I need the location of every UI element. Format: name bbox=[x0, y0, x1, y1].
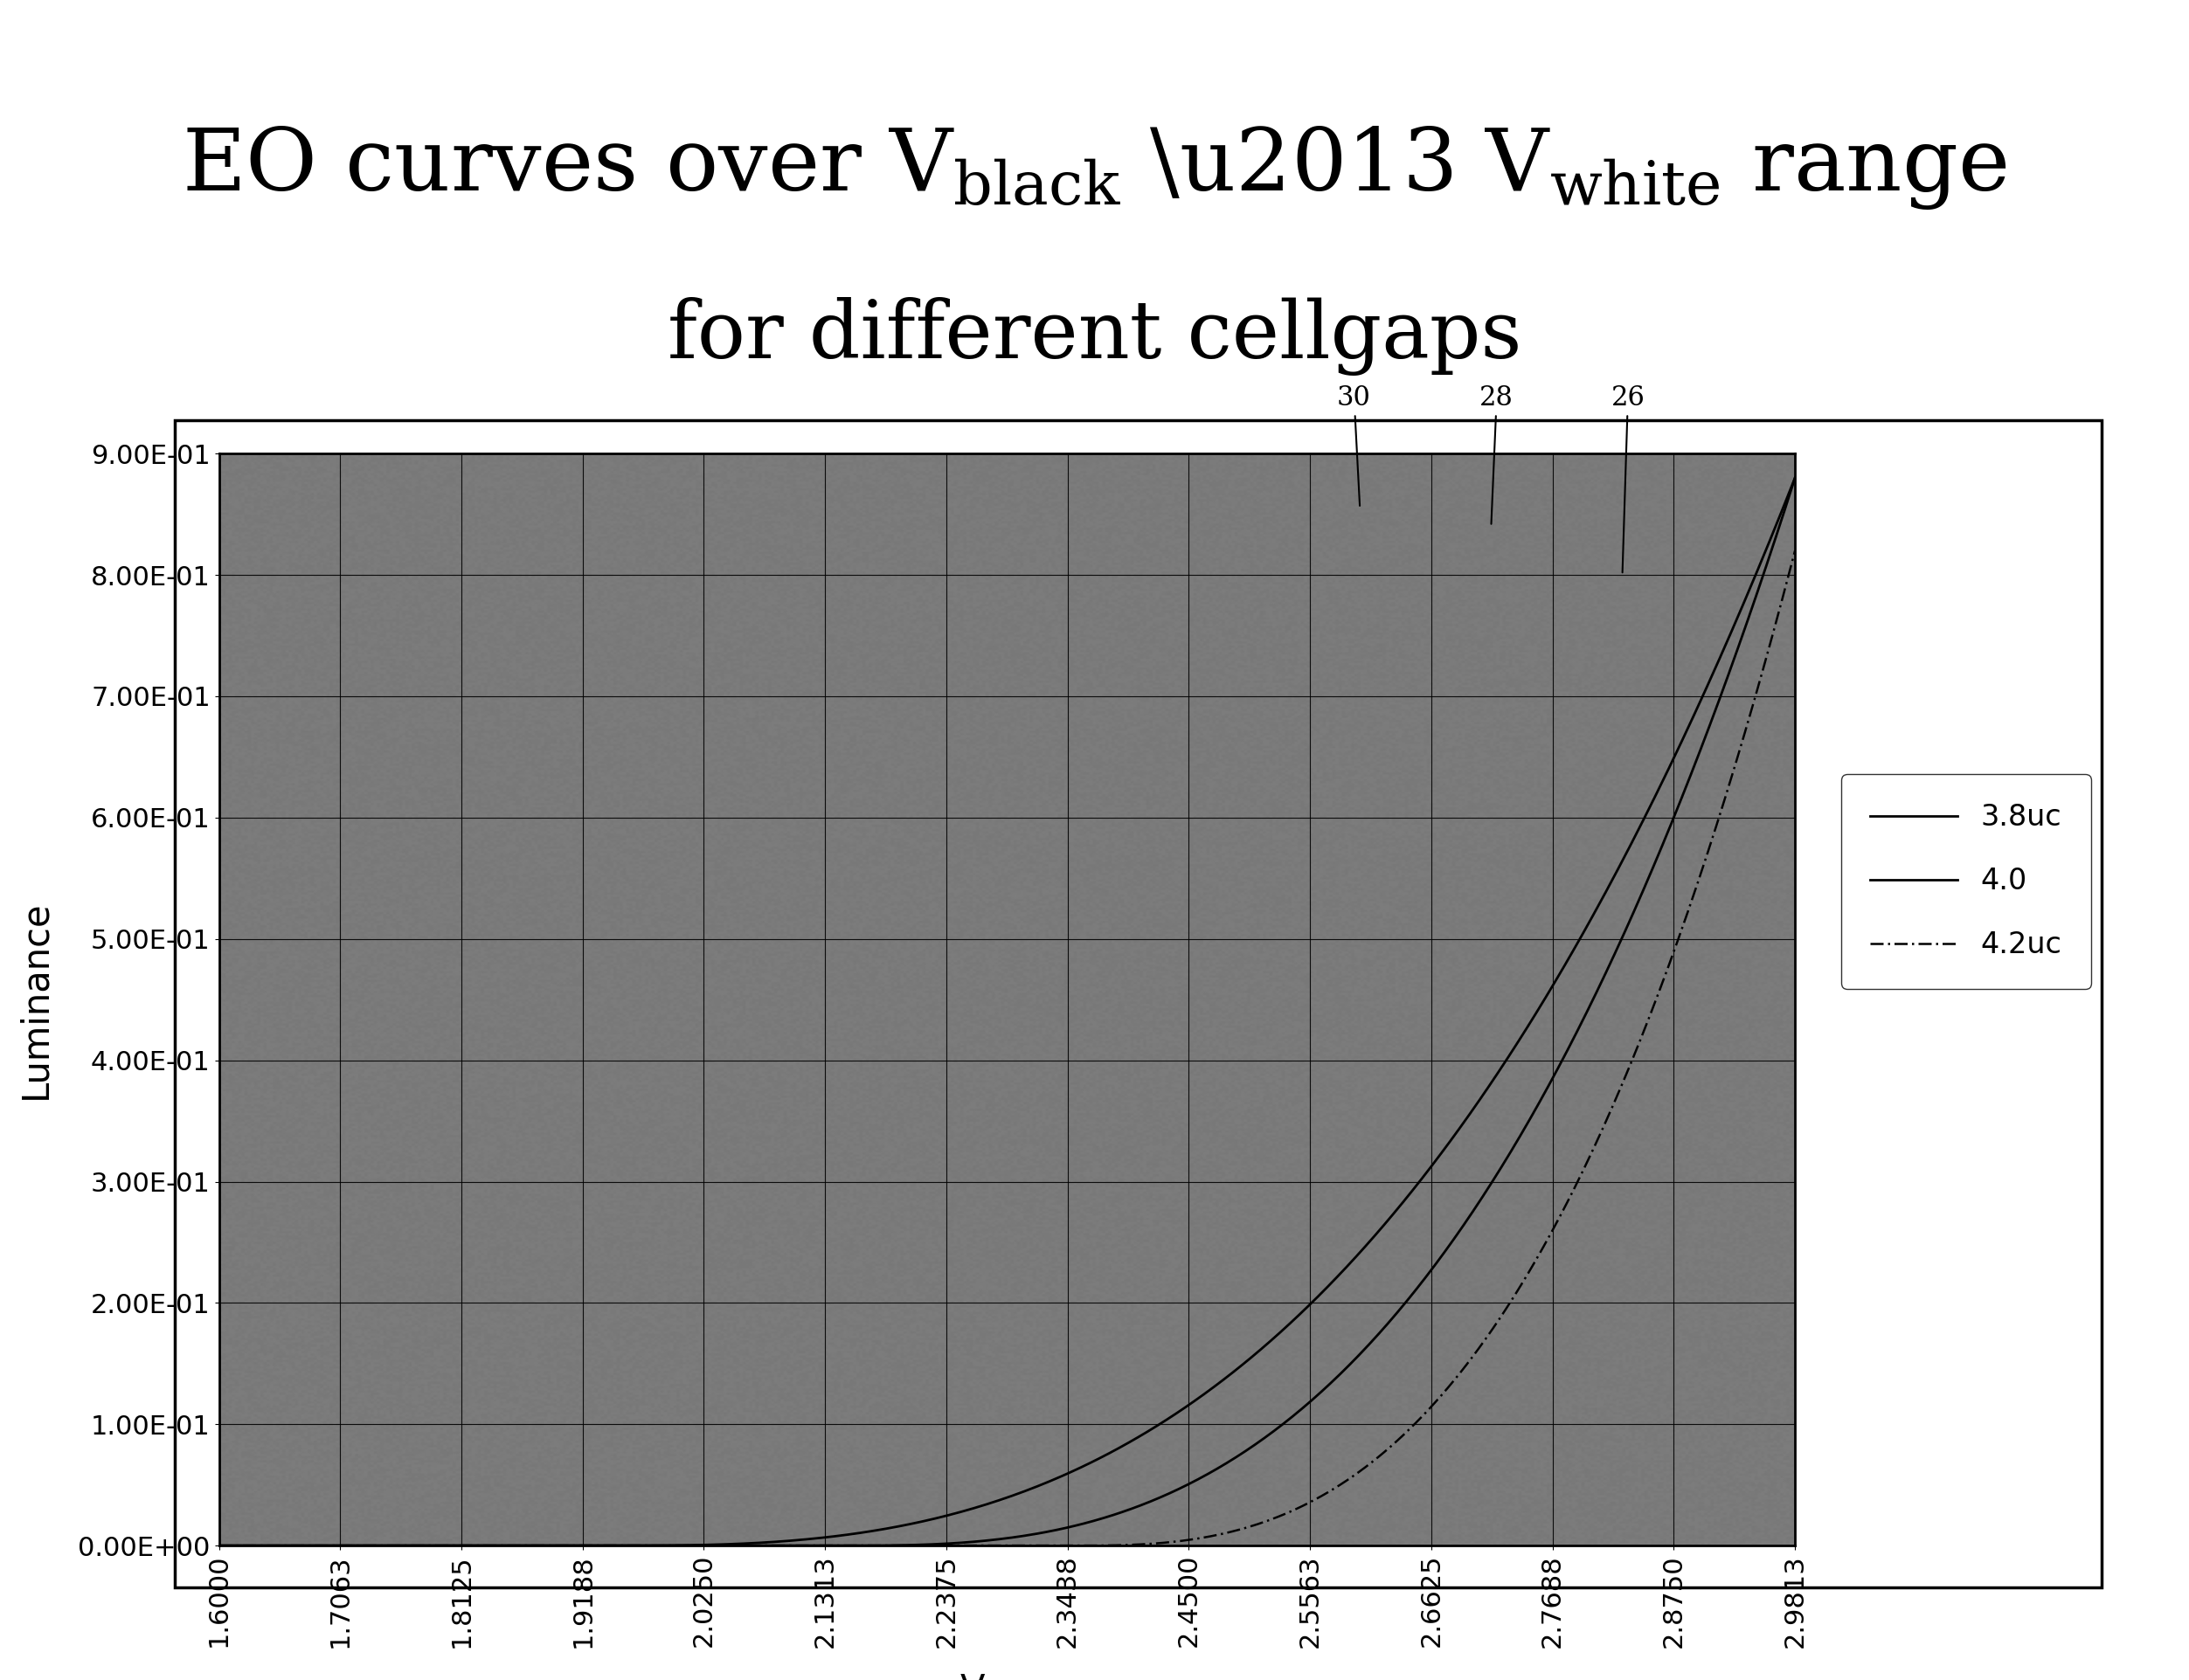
3.8uc bbox=[1497, 1043, 1524, 1063]
Y-axis label: Luminance: Luminance bbox=[18, 900, 55, 1099]
4.0 bbox=[206, 1536, 232, 1556]
4.2uc bbox=[1497, 1292, 1524, 1312]
3.8uc bbox=[206, 1536, 232, 1556]
Text: 26: 26 bbox=[1611, 385, 1644, 573]
4.2uc bbox=[1745, 680, 1771, 701]
Line: 3.8uc: 3.8uc bbox=[219, 477, 1795, 1546]
4.0 bbox=[1745, 583, 1771, 603]
3.8uc bbox=[963, 1497, 989, 1517]
4.2uc bbox=[1145, 1534, 1171, 1554]
4.2uc bbox=[954, 1536, 981, 1556]
Text: for different cellgaps: for different cellgaps bbox=[668, 297, 1521, 375]
3.8uc bbox=[954, 1500, 981, 1520]
3.8uc bbox=[1059, 1462, 1086, 1482]
X-axis label: Vrms: Vrms bbox=[961, 1672, 1053, 1680]
4.2uc bbox=[1059, 1536, 1086, 1556]
4.2uc bbox=[963, 1536, 989, 1556]
4.0 bbox=[1059, 1517, 1086, 1537]
3.8uc bbox=[1145, 1416, 1171, 1436]
Legend: 3.8uc, 4.0, 4.2uc: 3.8uc, 4.0, 4.2uc bbox=[1841, 774, 2090, 988]
4.2uc bbox=[206, 1536, 232, 1556]
4.2uc bbox=[1782, 541, 1808, 561]
3.8uc bbox=[1782, 467, 1808, 487]
3.8uc bbox=[1745, 561, 1771, 581]
Line: 4.2uc: 4.2uc bbox=[219, 551, 1795, 1546]
4.0 bbox=[1782, 467, 1808, 487]
4.0 bbox=[963, 1532, 989, 1552]
4.0 bbox=[1497, 1142, 1524, 1163]
Line: 4.0: 4.0 bbox=[219, 477, 1795, 1546]
Text: 28: 28 bbox=[1480, 385, 1513, 524]
Text: 30: 30 bbox=[1337, 385, 1370, 506]
Text: EO curves over V$_{\mathregular{black}}$ \u2013 V$_{\mathregular{white}}$ range: EO curves over V$_{\mathregular{black}}$… bbox=[182, 124, 2007, 212]
4.0 bbox=[954, 1532, 981, 1552]
4.0 bbox=[1145, 1488, 1171, 1509]
